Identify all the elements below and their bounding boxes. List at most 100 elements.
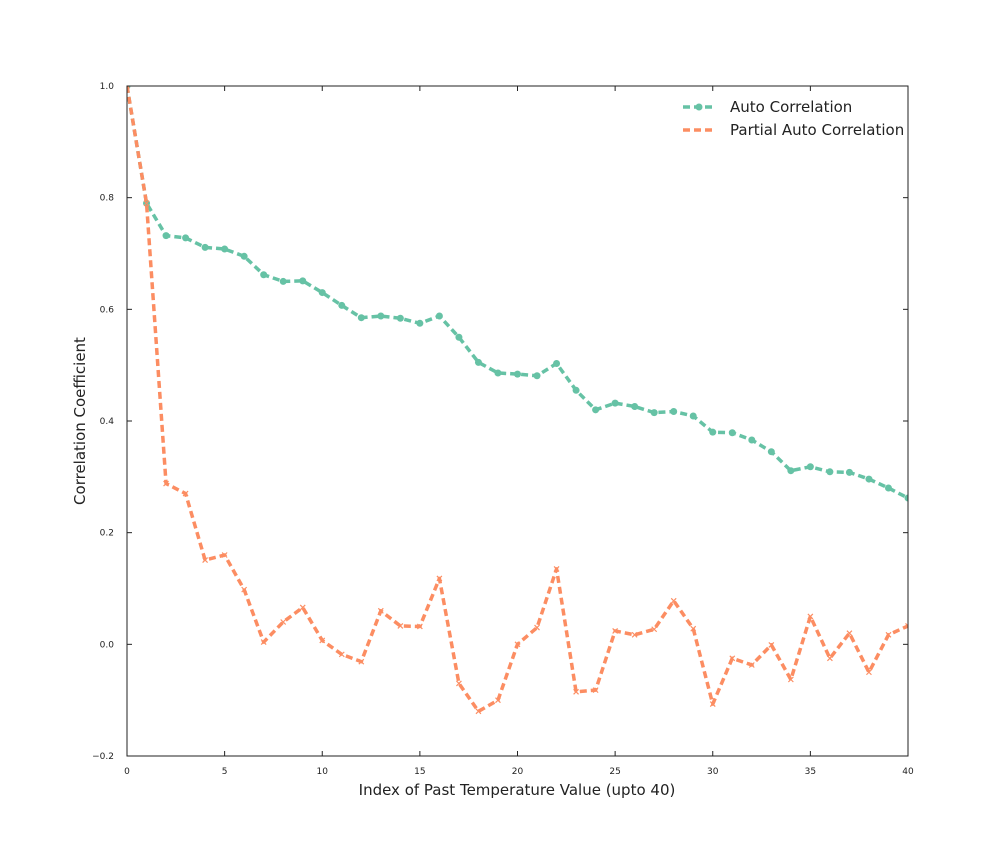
x-tick-label: 30: [707, 767, 719, 777]
x-tick-label: 15: [414, 767, 425, 777]
data-point-partial-auto-correlation: [768, 641, 775, 648]
data-point-auto-correlation: [435, 312, 443, 320]
data-point-auto-correlation: [787, 467, 795, 475]
data-point-auto-correlation: [260, 271, 268, 279]
data-point-auto-correlation: [357, 314, 365, 322]
legend-marker-auto-correlation: [695, 103, 703, 111]
series-line-auto-correlation: [127, 86, 908, 500]
series-group: [127, 86, 908, 715]
x-tick-label: 35: [805, 767, 816, 777]
data-point-auto-correlation: [240, 252, 248, 260]
x-tick-label: 25: [609, 767, 620, 777]
data-point-auto-correlation: [494, 369, 502, 377]
data-point-partial-auto-correlation: [475, 708, 482, 715]
data-point-partial-auto-correlation: [592, 687, 599, 694]
legend-label-auto-correlation: Auto Correlation: [730, 98, 852, 116]
data-point-partial-auto-correlation: [905, 622, 908, 629]
data-point-auto-correlation: [806, 463, 814, 471]
data-point-auto-correlation: [299, 277, 307, 285]
data-point-partial-auto-correlation: [416, 623, 423, 630]
data-point-partial-auto-correlation: [612, 628, 619, 634]
data-point-partial-auto-correlation: [221, 552, 228, 558]
data-point-auto-correlation: [533, 372, 541, 380]
data-point-partial-auto-correlation: [319, 637, 326, 644]
data-point-partial-auto-correlation: [163, 480, 169, 487]
data-point-partial-auto-correlation: [670, 597, 677, 604]
legend: Auto Correlation Partial Auto Correlatio…: [683, 98, 904, 139]
y-axis-label: Correlation Coefficient: [71, 337, 89, 505]
x-axis-label: Index of Past Temperature Value (upto 40…: [359, 781, 676, 799]
data-point-auto-correlation: [748, 436, 756, 444]
data-point-partial-auto-correlation: [866, 669, 872, 676]
data-point-auto-correlation: [689, 412, 697, 420]
data-point-auto-correlation: [728, 429, 736, 437]
data-point-partial-auto-correlation: [202, 557, 209, 563]
data-point-auto-correlation: [904, 494, 908, 502]
data-point-auto-correlation: [650, 409, 658, 417]
y-tick-label: 0.2: [100, 529, 114, 539]
data-point-partial-auto-correlation: [846, 630, 853, 637]
data-point-partial-auto-correlation: [885, 631, 892, 638]
data-point-auto-correlation: [182, 234, 190, 242]
data-point-partial-auto-correlation: [573, 688, 579, 695]
data-point-partial-auto-correlation: [241, 586, 248, 593]
data-point-partial-auto-correlation: [143, 200, 150, 207]
data-point-auto-correlation: [514, 370, 521, 378]
data-point-auto-correlation: [592, 406, 600, 414]
data-point-partial-auto-correlation: [514, 641, 521, 648]
data-point-partial-auto-correlation: [787, 676, 794, 683]
legend-label-partial-auto-correlation: Partial Auto Correlation: [730, 121, 904, 139]
data-point-partial-auto-correlation: [377, 607, 384, 614]
data-point-partial-auto-correlation: [807, 613, 814, 620]
data-point-partial-auto-correlation: [338, 651, 345, 658]
data-point-partial-auto-correlation: [651, 626, 658, 633]
data-point-auto-correlation: [455, 333, 463, 341]
data-point-auto-correlation: [845, 468, 853, 476]
data-point-auto-correlation: [221, 245, 229, 253]
y-tick-label: 0.4: [100, 417, 115, 427]
data-point-auto-correlation: [338, 301, 346, 309]
y-tick-label: 0.0: [100, 640, 115, 650]
x-tick-label: 10: [317, 767, 329, 777]
y-tick-label: 1.0: [100, 82, 115, 92]
data-point-auto-correlation: [474, 358, 482, 366]
data-point-auto-correlation: [767, 448, 775, 456]
data-point-auto-correlation: [162, 232, 170, 240]
data-point-auto-correlation: [826, 468, 834, 476]
data-point-partial-auto-correlation: [534, 624, 540, 631]
data-point-auto-correlation: [631, 402, 639, 410]
data-point-partial-auto-correlation: [495, 697, 501, 704]
data-point-partial-auto-correlation: [553, 566, 560, 572]
data-point-partial-auto-correlation: [826, 655, 833, 662]
data-point-auto-correlation: [396, 314, 404, 322]
data-point-auto-correlation: [377, 312, 385, 320]
data-point-auto-correlation: [572, 386, 580, 394]
data-point-auto-correlation: [709, 428, 717, 436]
data-point-partial-auto-correlation: [456, 680, 462, 687]
y-tick-label: 0.8: [100, 194, 115, 204]
data-point-partial-auto-correlation: [709, 701, 716, 707]
data-point-partial-auto-correlation: [690, 625, 697, 632]
data-point-auto-correlation: [318, 289, 326, 297]
data-point-partial-auto-correlation: [127, 86, 130, 89]
data-point-partial-auto-correlation: [397, 622, 404, 629]
data-point-partial-auto-correlation: [748, 662, 755, 668]
data-point-auto-correlation: [884, 484, 892, 492]
plot-lines: [127, 86, 908, 715]
data-point-partial-auto-correlation: [729, 655, 736, 662]
x-tick-label: 5: [222, 767, 228, 777]
plot-frame: [126, 85, 909, 757]
data-point-partial-auto-correlation: [358, 658, 365, 665]
y-tick-label: 0.6: [100, 305, 115, 315]
data-point-partial-auto-correlation: [299, 604, 306, 611]
data-point-partial-auto-correlation: [280, 619, 287, 625]
data-point-partial-auto-correlation: [631, 631, 638, 638]
x-tick-label: 20: [512, 767, 524, 777]
y-tick-label: −0.2: [92, 752, 114, 762]
x-tick-label: 40: [902, 767, 914, 777]
data-point-partial-auto-correlation: [182, 490, 189, 497]
series-line-partial-auto-correlation: [127, 86, 908, 714]
x-tick-label: 0: [124, 767, 130, 777]
ticks: 0 5 10 15 20 25 30 35 40 −0.2 0.0 0.2 0.4 0.6 0.8 1.0: [92, 82, 914, 777]
